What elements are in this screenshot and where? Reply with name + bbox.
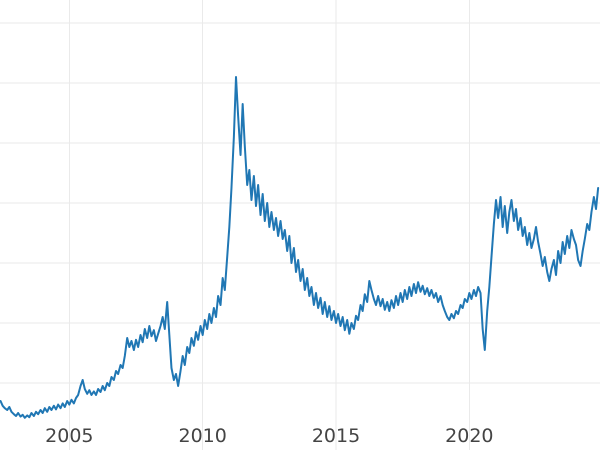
- vertical-gridlines: [68, 0, 470, 450]
- horizontal-gridlines: [0, 22, 600, 384]
- data-series-line: [0, 76, 600, 419]
